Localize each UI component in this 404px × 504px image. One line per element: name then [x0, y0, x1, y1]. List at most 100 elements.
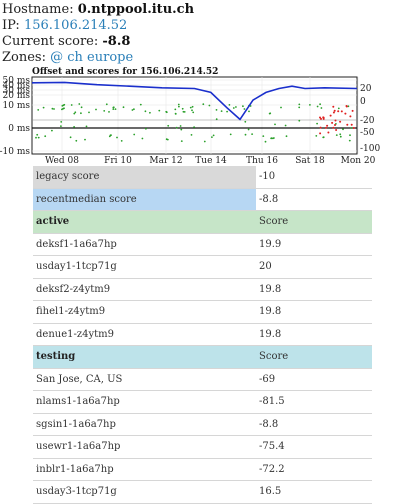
bad-point	[352, 127, 355, 129]
offset-point	[342, 128, 344, 131]
offset-point	[131, 109, 134, 111]
table-row: sgsin1-1a6a7hp -8.8	[33, 413, 372, 436]
testing-header: testing Score	[33, 345, 372, 369]
offset-point	[110, 134, 112, 136]
offset-point	[274, 123, 276, 126]
offset-point	[264, 140, 267, 143]
offset-point	[235, 106, 237, 108]
offset-point	[243, 108, 246, 110]
bad-point	[349, 115, 352, 118]
bad-point	[332, 111, 335, 114]
cell-score: Score	[256, 210, 372, 234]
y-tick-right: -100	[360, 144, 380, 154]
offset-point	[298, 103, 301, 106]
x-tick: Mar 12	[149, 156, 182, 166]
bad-point	[319, 132, 322, 135]
offset-point	[191, 105, 194, 108]
offset-point	[262, 135, 265, 137]
bad-point	[333, 109, 336, 112]
offset-point	[174, 112, 177, 115]
bad-point	[335, 129, 338, 131]
cell-score: -8.8	[256, 413, 372, 436]
offset-point	[212, 134, 215, 137]
cell-score: Score	[256, 345, 372, 369]
bad-point	[344, 112, 347, 115]
cell-name: usday1-1tcp71g	[33, 255, 256, 279]
offset-point	[95, 108, 97, 111]
offset-point	[158, 109, 161, 112]
bad-point	[351, 109, 354, 112]
score-line: Current score: -8.8	[2, 34, 130, 50]
offset-point	[63, 107, 65, 110]
bad-point	[326, 124, 329, 127]
offset-point	[273, 137, 275, 139]
offset-point	[116, 136, 118, 139]
offset-point	[120, 140, 123, 142]
offset-point	[139, 103, 142, 106]
offset-point	[320, 107, 323, 109]
offset-point	[165, 111, 168, 114]
offset-point	[75, 139, 78, 142]
offset-point	[60, 125, 62, 127]
table-row: inblr1-1a6a7hp -72.2	[33, 458, 372, 481]
cell-score: -8.8	[256, 188, 372, 211]
offset-point	[35, 136, 37, 139]
offset-point	[80, 106, 83, 109]
offset-point	[181, 107, 184, 110]
offset-point	[144, 110, 147, 113]
score-line	[31, 81, 358, 121]
score-table: legacy score -10 recentmedian score -8.8 act…	[33, 166, 372, 504]
offset-point	[37, 109, 40, 111]
offset-point	[108, 135, 111, 138]
hostname-label: Hostname:	[2, 2, 74, 17]
offset-point	[73, 126, 75, 128]
offset-point	[85, 125, 88, 128]
bad-point	[320, 117, 322, 120]
bad-point	[332, 105, 335, 108]
table-row: deksf2-z4ytm9 19.8	[33, 278, 372, 301]
table-row: deksf1-1a6a7hp 19.9	[33, 233, 372, 256]
offset-point	[63, 103, 66, 106]
offset-point	[53, 108, 55, 110]
offset-point	[191, 109, 193, 112]
y-tick-right: 0	[360, 97, 366, 107]
hostname-line: Hostname: 0.ntppool.itu.ch	[2, 2, 194, 18]
cell-name: nlams1-1a6a7hp	[33, 390, 256, 414]
offset-point	[149, 111, 151, 114]
cell-score: -72.2	[256, 458, 372, 481]
offset-point	[229, 133, 232, 136]
offset-point	[248, 110, 250, 113]
y-tick-left: -10 ms	[0, 147, 30, 157]
bad-point	[339, 120, 342, 123]
score-value: -8.8	[102, 34, 131, 49]
offset-point	[349, 134, 351, 137]
bad-point	[322, 116, 325, 119]
y-tick-left: 50 ms	[3, 76, 31, 86]
offset-point	[284, 124, 287, 127]
offset-point	[78, 103, 81, 105]
offset-point	[208, 104, 211, 107]
offset-point	[44, 135, 47, 138]
offset-point	[175, 126, 178, 129]
offset-point	[145, 127, 147, 130]
score-label: Current score:	[2, 34, 99, 49]
zones-link[interactable]: @ ch europe	[50, 50, 134, 65]
offset-point	[84, 138, 86, 141]
offset-point	[177, 103, 180, 106]
cell-score: 19.9	[256, 233, 372, 256]
offset-point	[73, 112, 76, 115]
zones-line: Zones: @ ch europe	[2, 50, 133, 66]
offset-point	[337, 107, 340, 110]
ip-label: IP:	[2, 18, 20, 33]
hostname-value: 0.ntppool.itu.ch	[77, 2, 195, 17]
cell-score: 19.8	[256, 278, 372, 301]
x-tick: Sat 18	[295, 156, 325, 166]
x-tick: Thu 16	[246, 156, 278, 166]
offset-point	[112, 108, 115, 110]
offset-point	[348, 139, 351, 142]
ip-link[interactable]: 156.106.214.52	[23, 18, 128, 33]
offset-point	[316, 122, 318, 125]
y-tick-left: 0 ms	[8, 124, 30, 134]
offset-point	[180, 128, 183, 131]
